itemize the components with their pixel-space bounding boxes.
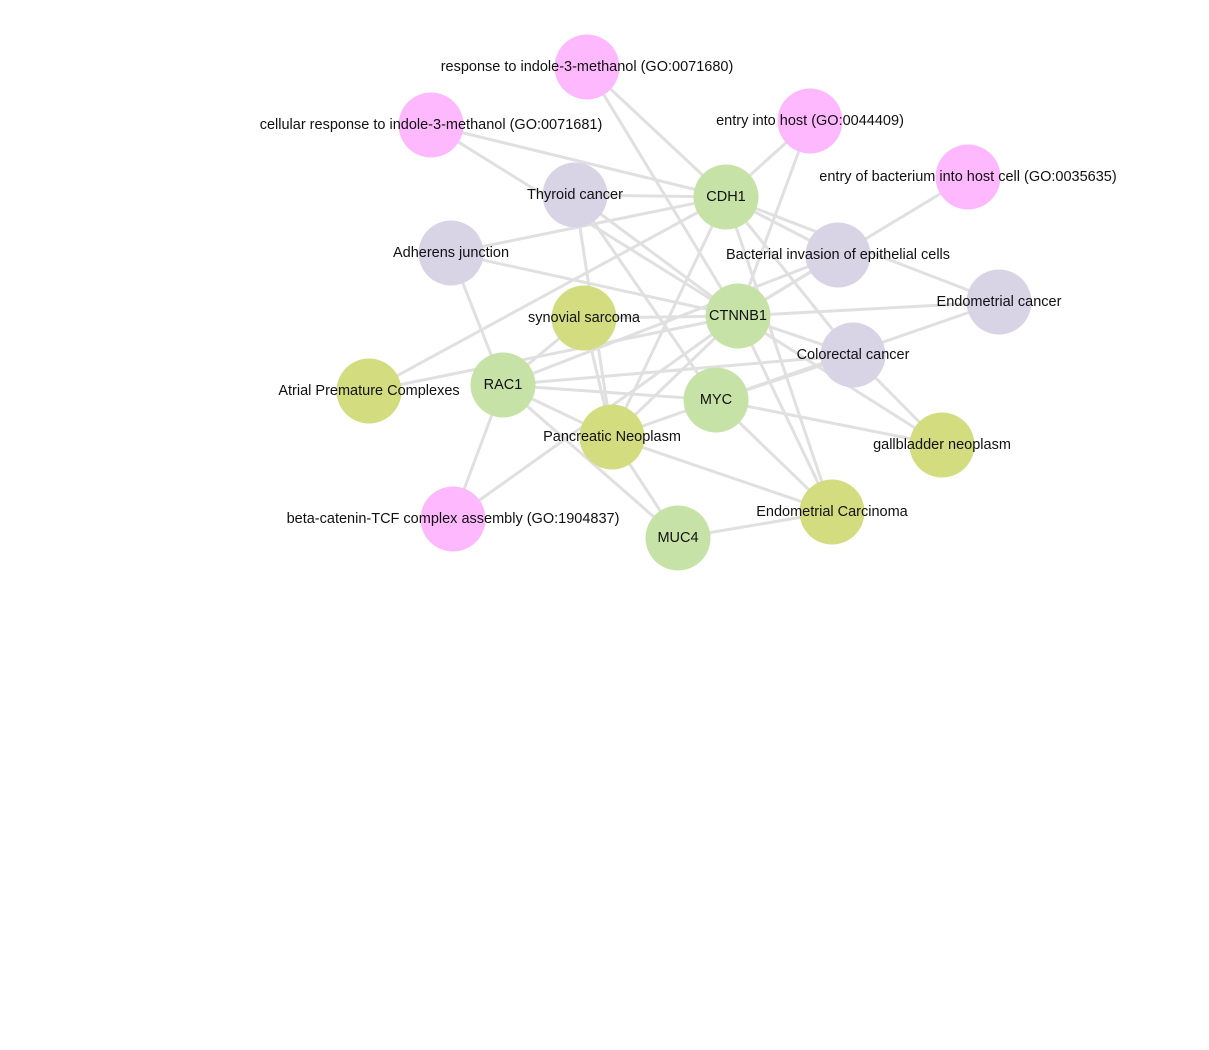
pathway-node-circle[interactable] <box>805 222 871 288</box>
disease-node-circle[interactable] <box>799 479 865 545</box>
node-label: RAC1 <box>484 377 523 393</box>
edge-adherens_junction-CDH1 <box>450 195 727 255</box>
gene-node-circle[interactable] <box>645 505 711 571</box>
node-colorectal-cancer[interactable] <box>820 322 886 388</box>
disease-node-circle[interactable] <box>336 358 402 424</box>
node-adherens-junction[interactable] <box>418 220 484 286</box>
pathway-node-circle[interactable] <box>820 322 886 388</box>
node-label: Endometrial Carcinoma <box>756 504 908 520</box>
gene-node-circle[interactable] <box>705 283 771 349</box>
disease-node-circle[interactable] <box>909 412 975 478</box>
edge-MUC4-RAC1 <box>502 383 679 540</box>
node-thyroid-cancer[interactable] <box>542 162 608 228</box>
edge-gallbladder_neoplasm-MYC <box>715 398 943 447</box>
node-label: Thyroid cancer <box>527 187 623 203</box>
edge-endometrial_cancer-CTNNB1 <box>737 300 1000 318</box>
node-label: beta-catenin-TCF complex assembly (GO:19… <box>287 511 620 527</box>
pathway-node-circle[interactable] <box>542 162 608 228</box>
node-go-indole-response[interactable] <box>554 34 620 100</box>
node-myc[interactable] <box>683 367 749 433</box>
node-label: cellular response to indole-3-methanol (… <box>260 117 603 133</box>
go-term-node-circle[interactable] <box>777 88 843 154</box>
node-label: Endometrial cancer <box>937 294 1062 310</box>
gene-node-circle[interactable] <box>693 164 759 230</box>
edge-pancreatic_neoplasm-CDH1 <box>610 196 728 438</box>
node-label: CDH1 <box>706 189 745 205</box>
gene-node-circle[interactable] <box>683 367 749 433</box>
node-muc4[interactable] <box>645 505 711 571</box>
node-label: CTNNB1 <box>709 308 767 324</box>
node-label: MUC4 <box>657 530 698 546</box>
node-label: entry of bacterium into host cell (GO:00… <box>819 169 1116 185</box>
node-ctnnb1[interactable] <box>705 283 771 349</box>
edge-endometrial_carcinoma-CDH1 <box>724 196 834 513</box>
edge-atrial_premature-CDH1 <box>368 195 727 393</box>
edge-go_cell_indole_response-CDH1 <box>430 123 727 199</box>
edge-RAC1-MYC <box>502 383 717 402</box>
edge-colorectal_cancer-CDH1 <box>724 196 855 356</box>
go-term-node-circle[interactable] <box>554 34 620 100</box>
edge-adherens_junction-CTNNB1 <box>450 251 739 318</box>
disease-node-circle[interactable] <box>551 285 617 351</box>
go-term-node-circle[interactable] <box>935 144 1001 210</box>
edge-go_entry_host-CTNNB1 <box>736 120 812 317</box>
go-term-node-circle[interactable] <box>420 486 486 552</box>
node-label: entry into host (GO:0044409) <box>716 113 904 129</box>
node-pancreatic-neoplasm[interactable] <box>579 404 645 470</box>
node-gallbladder-neoplasm[interactable] <box>909 412 975 478</box>
node-rac1[interactable] <box>470 352 536 418</box>
node-label: gallbladder neoplasm <box>873 437 1011 453</box>
edge-go_indole_response-CTNNB1 <box>585 66 740 317</box>
gene-node-circle[interactable] <box>470 352 536 418</box>
edge-bacterial_invasion-RAC1 <box>502 253 839 387</box>
node-label: Bacterial invasion of epithelial cells <box>726 247 950 263</box>
node-label: Adherens junction <box>393 245 509 261</box>
node-endometrial-cancer[interactable] <box>966 269 1032 335</box>
edge-endometrial_carcinoma-CTNNB1 <box>736 315 834 513</box>
node-bacterial-invasion[interactable] <box>805 222 871 288</box>
node-label: Pancreatic Neoplasm <box>543 429 681 445</box>
node-layer: response to indole-3-methanol (GO:007168… <box>260 34 1117 571</box>
node-go-bcat-tcf[interactable] <box>420 486 486 552</box>
node-atrial-premature[interactable] <box>336 358 402 424</box>
edge-layer <box>368 65 1000 540</box>
node-endometrial-carcinoma[interactable] <box>799 479 865 545</box>
node-go-entry-host[interactable] <box>777 88 843 154</box>
node-label: MYC <box>700 392 732 408</box>
edge-thyroid_cancer-CTNNB1 <box>574 193 739 318</box>
node-label: Colorectal cancer <box>797 347 910 363</box>
node-go-cell-indole-response[interactable] <box>398 92 464 158</box>
edge-atrial_premature-CTNNB1 <box>368 314 739 393</box>
edge-colorectal_cancer-RAC1 <box>502 353 854 387</box>
disease-node-circle[interactable] <box>579 404 645 470</box>
edge-endometrial_carcinoma-pancreatic_neoplasm <box>611 435 833 514</box>
node-synovial-sarcoma[interactable] <box>551 285 617 351</box>
edge-thyroid_cancer-MYC <box>573 194 718 401</box>
node-label: response to indole-3-methanol (GO:007168… <box>441 59 734 75</box>
node-label: synovial sarcoma <box>528 310 641 326</box>
node-cdh1[interactable] <box>693 164 759 230</box>
pathway-node-circle[interactable] <box>418 220 484 286</box>
go-term-node-circle[interactable] <box>398 92 464 158</box>
node-label: Atrial Premature Complexes <box>278 383 459 399</box>
node-go-entry-bacterium[interactable] <box>935 144 1001 210</box>
pathway-node-circle[interactable] <box>966 269 1032 335</box>
